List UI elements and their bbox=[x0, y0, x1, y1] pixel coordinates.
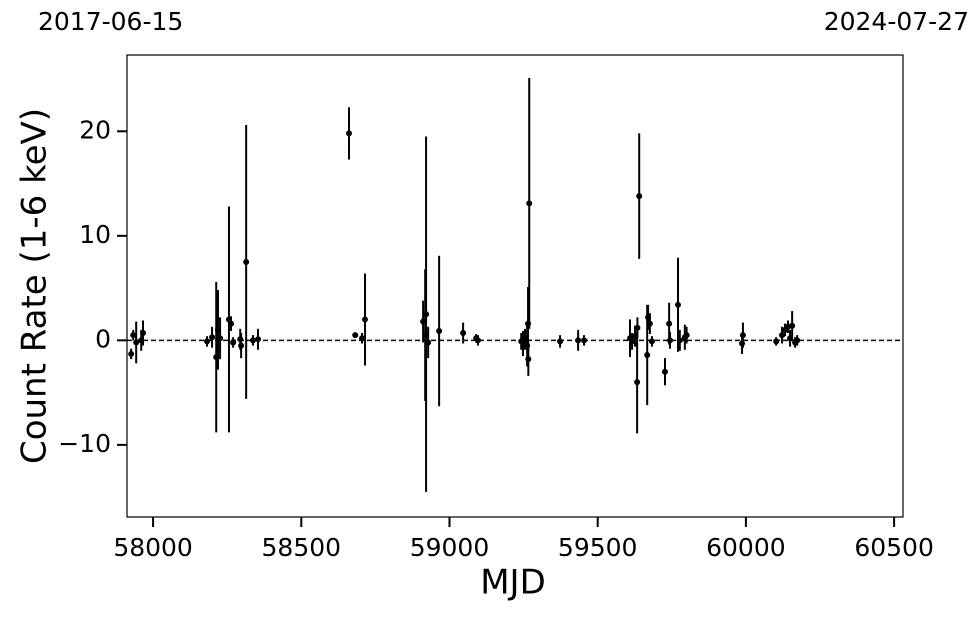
data-point bbox=[425, 339, 432, 346]
top-right-label: 2024-07-27 bbox=[824, 7, 969, 36]
y-tick-label: 10 bbox=[79, 220, 111, 249]
data-point bbox=[634, 379, 641, 386]
data-point bbox=[243, 258, 250, 265]
data-point bbox=[230, 339, 237, 346]
x-tick-label: 59000 bbox=[410, 533, 490, 562]
data-point bbox=[209, 334, 216, 341]
data-point bbox=[140, 330, 147, 337]
data-point bbox=[255, 336, 262, 343]
data-point bbox=[352, 332, 359, 339]
x-tick-label: 60500 bbox=[854, 533, 934, 562]
plot-frame bbox=[126, 54, 904, 518]
data-point bbox=[526, 200, 533, 207]
data-point bbox=[648, 338, 655, 345]
data-point bbox=[676, 337, 683, 344]
data-point bbox=[238, 342, 245, 349]
data-point bbox=[646, 320, 653, 327]
data-point bbox=[779, 332, 786, 339]
data-point bbox=[133, 339, 140, 346]
data-point bbox=[423, 311, 430, 318]
data-point bbox=[661, 368, 668, 375]
data-point bbox=[666, 320, 673, 327]
data-point bbox=[683, 332, 690, 339]
data-point bbox=[346, 130, 353, 137]
data-point bbox=[581, 337, 588, 344]
data-point bbox=[575, 337, 582, 344]
y-tick-label: 20 bbox=[79, 115, 111, 144]
x-tick-label: 59500 bbox=[558, 533, 638, 562]
x-axis-label: MJD bbox=[480, 563, 546, 603]
data-point bbox=[675, 301, 682, 308]
x-tick-label: 60000 bbox=[706, 533, 786, 562]
data-point bbox=[128, 350, 135, 357]
y-axis-label: Count Rate (1-6 keV) bbox=[15, 108, 55, 464]
data-point bbox=[636, 193, 643, 200]
data-point bbox=[794, 337, 801, 344]
data-point bbox=[667, 337, 674, 344]
top-left-label: 2017-06-15 bbox=[38, 7, 183, 36]
data-point bbox=[557, 338, 564, 345]
y-tick-label: −10 bbox=[58, 429, 111, 458]
data-point bbox=[629, 338, 636, 345]
data-point bbox=[789, 322, 796, 329]
data-point bbox=[474, 337, 481, 344]
data-point bbox=[644, 351, 651, 358]
data-point bbox=[359, 335, 366, 342]
data-point bbox=[249, 337, 256, 344]
data-point bbox=[460, 330, 467, 337]
data-point bbox=[436, 327, 443, 334]
data-point bbox=[228, 320, 235, 327]
data-point bbox=[634, 324, 641, 331]
data-point bbox=[525, 356, 532, 363]
data-point bbox=[204, 338, 211, 345]
data-point bbox=[773, 338, 780, 345]
y-tick-label: 0 bbox=[95, 324, 111, 353]
x-tick-label: 58500 bbox=[262, 533, 342, 562]
data-point bbox=[130, 332, 137, 339]
data-point bbox=[217, 335, 224, 342]
data-point bbox=[362, 316, 369, 323]
data-point bbox=[739, 332, 746, 339]
x-tick-label: 58000 bbox=[113, 533, 193, 562]
